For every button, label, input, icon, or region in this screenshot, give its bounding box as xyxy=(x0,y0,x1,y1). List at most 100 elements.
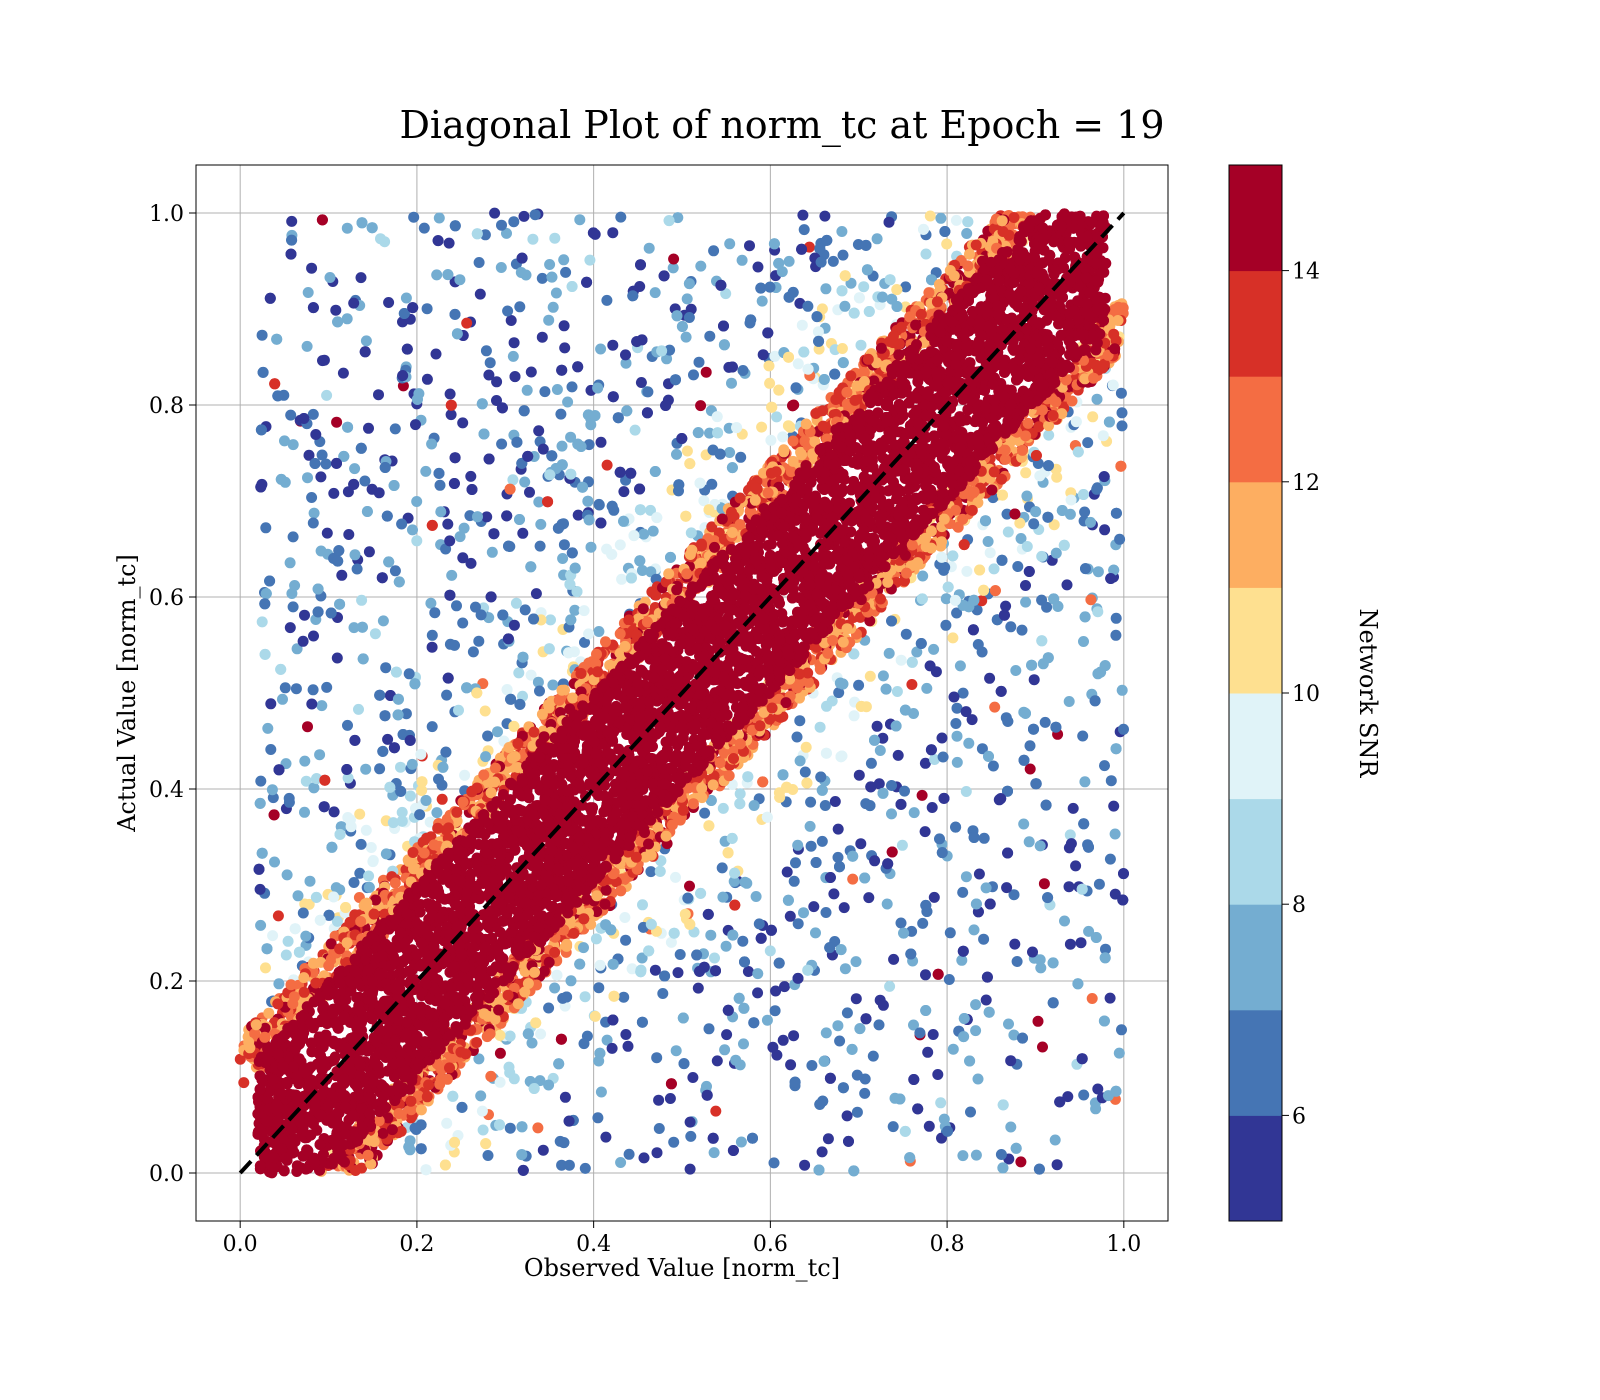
scatter-point xyxy=(547,679,559,691)
scatter-point xyxy=(517,651,529,663)
scatter-point xyxy=(1066,395,1078,407)
scatter-point xyxy=(457,552,469,564)
scatter-point xyxy=(328,891,340,903)
scatter-point xyxy=(851,1069,863,1081)
scatter-point xyxy=(814,721,826,733)
scatter-point xyxy=(834,1035,846,1047)
scatter-point xyxy=(442,518,454,530)
scatter-point xyxy=(491,376,503,388)
scatter-point xyxy=(629,424,641,436)
scatter-point xyxy=(395,761,406,773)
scatter-point xyxy=(970,999,982,1011)
scatter-point xyxy=(556,364,568,376)
scatter-point xyxy=(901,567,912,579)
scatter-point xyxy=(308,630,319,642)
scatter-point xyxy=(341,313,353,325)
scatter-point xyxy=(891,284,903,296)
scatter-point xyxy=(891,301,903,312)
scatter-point xyxy=(747,1132,758,1144)
scatter-point xyxy=(645,918,657,930)
scatter-point xyxy=(616,573,628,585)
scatter-point xyxy=(681,293,693,305)
scatter-point xyxy=(687,1072,699,1083)
scatter-point xyxy=(348,297,360,309)
scatter-point xyxy=(1110,629,1122,641)
scatter-point xyxy=(877,999,889,1011)
scatter-point xyxy=(810,857,822,868)
scatter-point xyxy=(875,593,886,605)
scatter-point xyxy=(896,321,907,333)
scatter-point xyxy=(681,445,693,457)
scatter-point xyxy=(810,927,821,939)
scatter-point xyxy=(887,1121,899,1133)
scatter-point xyxy=(407,524,418,536)
scatter-point xyxy=(1008,1029,1020,1041)
scatter-point xyxy=(442,672,454,684)
scatter-point xyxy=(745,314,757,326)
scatter-point xyxy=(359,346,371,358)
scatter-point xyxy=(431,807,443,819)
scatter-point xyxy=(671,310,683,322)
scatter-point xyxy=(374,763,386,775)
scatter-point xyxy=(431,269,443,281)
scatter-point xyxy=(938,792,950,804)
scatter-point xyxy=(858,281,870,293)
scatter-point xyxy=(936,847,948,859)
scatter-point xyxy=(522,450,534,462)
scatter-point xyxy=(590,933,602,945)
scatter-point xyxy=(542,496,554,508)
scatter-point xyxy=(279,435,290,447)
scatter-point xyxy=(392,693,404,705)
scatter-point xyxy=(766,401,778,413)
scatter-point xyxy=(1042,892,1054,904)
scatter-point xyxy=(284,622,296,634)
scatter-point xyxy=(855,838,867,850)
scatter-point xyxy=(266,784,278,796)
scatter-point xyxy=(951,607,963,619)
scatter-point xyxy=(773,957,785,969)
scatter-point xyxy=(986,484,998,496)
scatter-point xyxy=(307,517,319,529)
scatter-point xyxy=(680,331,692,343)
scatter-point xyxy=(328,806,340,818)
scatter-point xyxy=(301,340,313,352)
scatter-point xyxy=(900,281,912,293)
scatter-point xyxy=(332,555,344,567)
scatter-point xyxy=(436,779,448,791)
scatter-point xyxy=(1065,494,1077,506)
scatter-point xyxy=(1090,932,1102,943)
scatter-point xyxy=(757,349,769,361)
scatter-point xyxy=(566,547,578,559)
scatter-point xyxy=(508,216,520,228)
scatter-point xyxy=(998,609,1010,621)
scatter-point xyxy=(302,472,313,484)
scatter-point xyxy=(908,1019,919,1031)
scatter-point xyxy=(871,233,883,245)
scatter-point xyxy=(794,755,806,767)
scatter-point xyxy=(257,366,269,378)
scatter-point xyxy=(777,1034,789,1046)
scatter-point xyxy=(626,963,638,975)
scatter-point xyxy=(670,871,681,883)
scatter-point xyxy=(515,267,527,278)
scatter-point xyxy=(789,1076,801,1088)
scatter-point xyxy=(1020,580,1031,591)
scatter-point xyxy=(1104,853,1116,865)
scatter-point xyxy=(820,1027,832,1039)
scatter-point xyxy=(800,741,812,753)
scatter-point xyxy=(638,528,650,540)
scatter-point xyxy=(867,1050,879,1062)
scatter-point xyxy=(551,969,563,981)
scatter-point xyxy=(340,902,352,913)
scatter-point xyxy=(958,1013,970,1024)
scatter-point xyxy=(938,1113,950,1125)
scatter-point xyxy=(956,954,968,966)
scatter-point xyxy=(839,270,851,282)
scatter-point xyxy=(637,899,648,911)
scatter-point xyxy=(384,781,396,793)
scatter-point xyxy=(804,820,816,832)
scatter-point xyxy=(476,398,488,410)
scatter-point xyxy=(684,458,696,470)
scatter-point xyxy=(324,272,336,283)
